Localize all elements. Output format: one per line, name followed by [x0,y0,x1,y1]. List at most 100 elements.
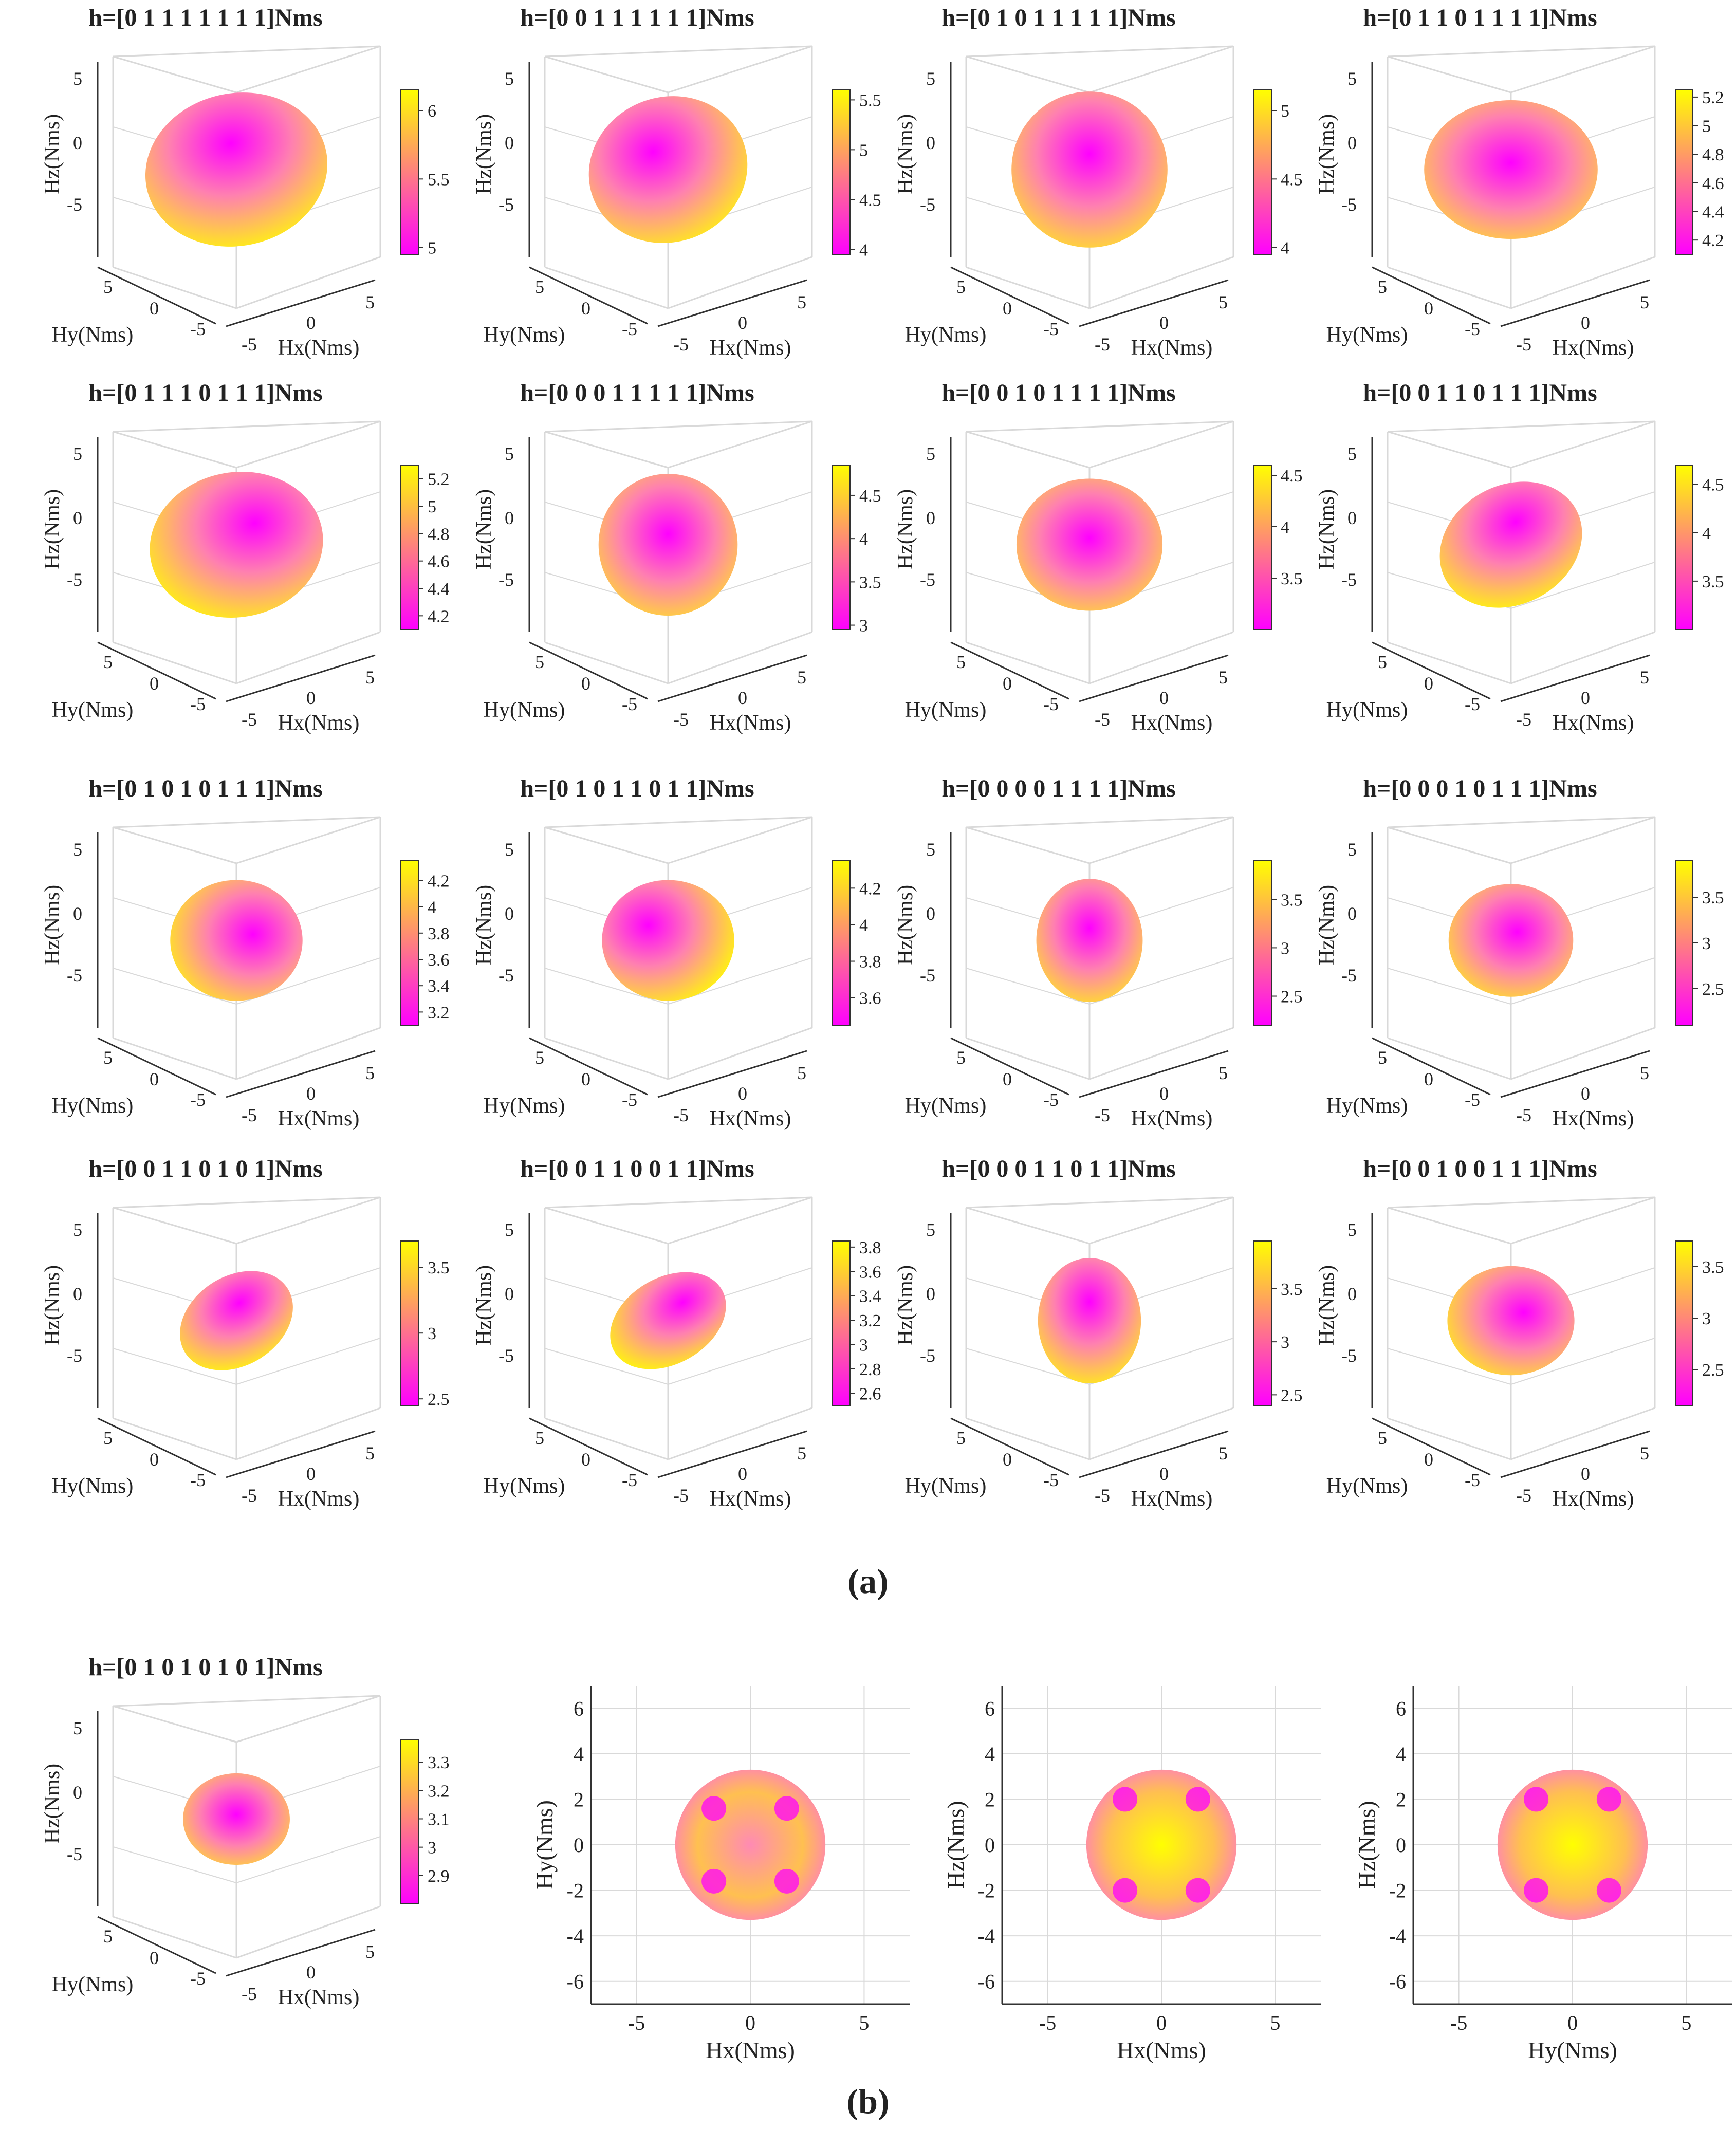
grid-line [236,1836,381,1883]
colorbar-tick-label: 3.6 [859,989,881,1008]
surface-plot-1: h=[0 1 1 1 1 1 1 1]Nms50-5Hz(Nms)50-5Hy(… [41,4,450,360]
projection-spot [1596,1878,1621,1903]
x-tick-label: 0 [1159,1464,1169,1484]
z-tick-label: 5 [1347,1219,1357,1240]
grid-line [113,1417,237,1460]
grid-line [966,1348,1090,1385]
z-tick-label: -5 [498,1345,514,1366]
grid-line [1510,957,1655,1005]
colorbar [832,465,851,630]
surface-plot-11: h=[0 0 0 0 1 1 1 1]Nms50-5Hz(Nms)50-5Hy(… [894,775,1303,1131]
grid-line [966,816,1234,828]
panel-a-label: (a) [847,1562,888,1601]
colorbar-tick-label: 2.6 [859,1384,881,1403]
x-axis-line [1079,279,1229,327]
x-axis-label: Hx(Nms) [278,711,360,735]
y-axis-label: Hy(Nms) [484,698,565,722]
surface-plot-12: h=[0 0 0 1 0 1 1 1]Nms50-5Hz(Nms)50-5Hy(… [1315,775,1724,1131]
projection-spot [774,1796,799,1821]
y-tick-label: 0 [1424,298,1433,319]
z-tick-label: -5 [498,965,514,986]
z-tick-label: -5 [1341,569,1357,590]
x-axis-label: Hx(Nms) [278,336,360,360]
grid-line [668,45,812,94]
surface-plot-16: h=[0 0 1 0 0 1 1 1]Nms50-5Hz(Nms)50-5Hy(… [1315,1155,1724,1511]
x-axis-label: Hx(Nms) [1131,1107,1213,1131]
x-axis-label: Hy(Nms) [1528,2037,1617,2063]
x-tick-label: -5 [673,709,689,730]
y-tick-label: 0 [1003,298,1012,319]
colorbar-tick-label: 4 [1281,239,1289,258]
colorbar-tick-label: 5.2 [428,470,450,489]
y-tick-label: 5 [1378,652,1387,672]
y-tick-label: -6 [978,1970,995,1993]
colorbar-tick-label: 4.5 [859,191,881,210]
y-tick-label: 6 [574,1697,584,1720]
x-tick-label: 5 [797,292,806,312]
y-tick-label: 5 [535,276,544,297]
z-tick-label: -5 [920,569,935,590]
x-axis-line [226,1929,376,1977]
z-tick-label: 5 [1347,68,1357,89]
x-tick-label: 5 [797,1063,806,1083]
grid-line [544,431,669,469]
x-tick-label: 0 [1159,688,1169,708]
colorbar-tick-label: 4.4 [1702,203,1724,222]
grid-line [1089,816,1234,864]
x-tick-label: -5 [242,1984,257,2004]
z-tick-label: 0 [926,903,935,924]
projection-spot [1524,1787,1549,1812]
x-tick-label: 5 [1218,667,1228,688]
x-tick-label: 0 [306,688,316,708]
x-axis-label: Hx(Nms) [1553,1487,1634,1511]
z-tick-label: 0 [73,508,82,528]
colorbar-tick-label: 3.8 [859,1238,881,1257]
x-tick-label: 0 [738,312,747,333]
y-tick-label: -5 [622,319,637,339]
z-tick-label: 5 [1347,443,1357,464]
grid-line [1387,826,1511,864]
chart-title: h=[0 0 0 1 1 1 1 1]Nms [520,379,754,406]
x-tick-label: 5 [365,1063,375,1083]
y-tick-label: -5 [622,1089,637,1110]
z-axis-label: Hz(Nms) [41,114,64,194]
x-tick-label: 5 [1640,1063,1649,1083]
colorbar-tick-label: 6 [428,102,436,121]
grid-line [668,1196,812,1245]
grid-line [113,45,381,58]
z-tick-label: 5 [926,1219,935,1240]
colorbar-tick-label: 5.5 [428,170,450,189]
x-axis-label: Hx(Nms) [710,711,791,735]
y-axis-line [950,266,1069,325]
chart-title: h=[0 0 0 1 1 0 1 1]Nms [941,1155,1175,1182]
grid-line [1089,631,1234,684]
x-tick-label: 5 [365,667,375,688]
surface-plot-8: h=[0 0 1 1 0 1 1 1]Nms50-5Hz(Nms)50-5Hy(… [1315,379,1724,735]
y-tick-label: -5 [1465,694,1480,714]
z-tick-label: 0 [505,903,514,924]
projection-spot [774,1868,799,1894]
grid-line [236,1338,381,1385]
colorbar-tick-label: 3.3 [428,1753,450,1772]
y-tick-label: 5 [103,1926,113,1947]
y-tick-label: -5 [1043,1470,1059,1490]
z-tick-label: 0 [1347,133,1357,153]
z-tick-label: -5 [1341,1345,1357,1366]
grid-line [1387,1417,1511,1460]
grid-line [544,420,812,433]
z-tick-label: 0 [1347,903,1357,924]
x-tick-label: -5 [1516,1485,1531,1506]
surface-plot-17: h=[0 1 0 1 0 1 0 1]Nms50-5Hz(Nms)50-5Hy(… [41,1654,450,2009]
x-axis-line [657,1050,807,1098]
projection-spot [701,1868,727,1894]
z-tick-label: 5 [73,839,82,860]
x-axis-line [1079,654,1229,702]
projection-plot-2: -5 0 5 -6 -4 -2 0 2 4 6 Hx(Nms) Hz(Nms) [943,1686,1321,2063]
x-tick-label: -5 [1095,1105,1110,1125]
x-tick-label: 0 [1581,1083,1590,1104]
z-axis-label: Hz(Nms) [41,1265,64,1345]
y-tick-label: 0 [581,673,590,694]
z-tick-label: -5 [1341,965,1357,986]
z-tick-label: 0 [505,133,514,153]
